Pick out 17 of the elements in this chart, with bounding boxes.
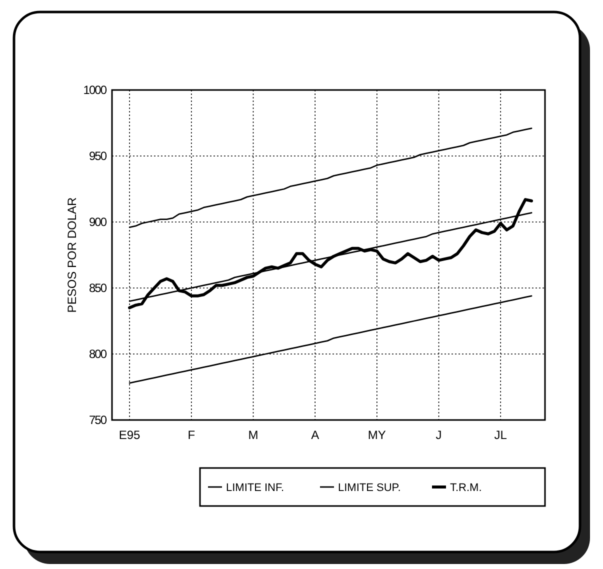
y-tick-label: 900 [88,215,108,230]
y-tick-label: 800 [88,347,108,362]
x-tick-label: E95 [118,428,141,442]
legend-label: T.R.M. [450,482,482,494]
x-tick-label: F [188,428,196,442]
x-tick-label: J [436,428,442,442]
x-tick-label: JL [494,428,508,442]
x-tick-label: MY [368,428,386,442]
y-tick-label: 1000 [83,83,108,98]
legend-label: LIMITE SUP. [338,482,401,494]
legend-label: LIMITE INF. [226,482,284,494]
y-tick-label: 750 [88,413,108,428]
x-tick-label: M [248,428,258,442]
y-axis-title: PESOS POR DOLAR [65,196,79,313]
x-tick-label: A [311,428,320,442]
y-tick-label: 950 [88,149,108,164]
y-tick-label: 850 [88,281,108,296]
